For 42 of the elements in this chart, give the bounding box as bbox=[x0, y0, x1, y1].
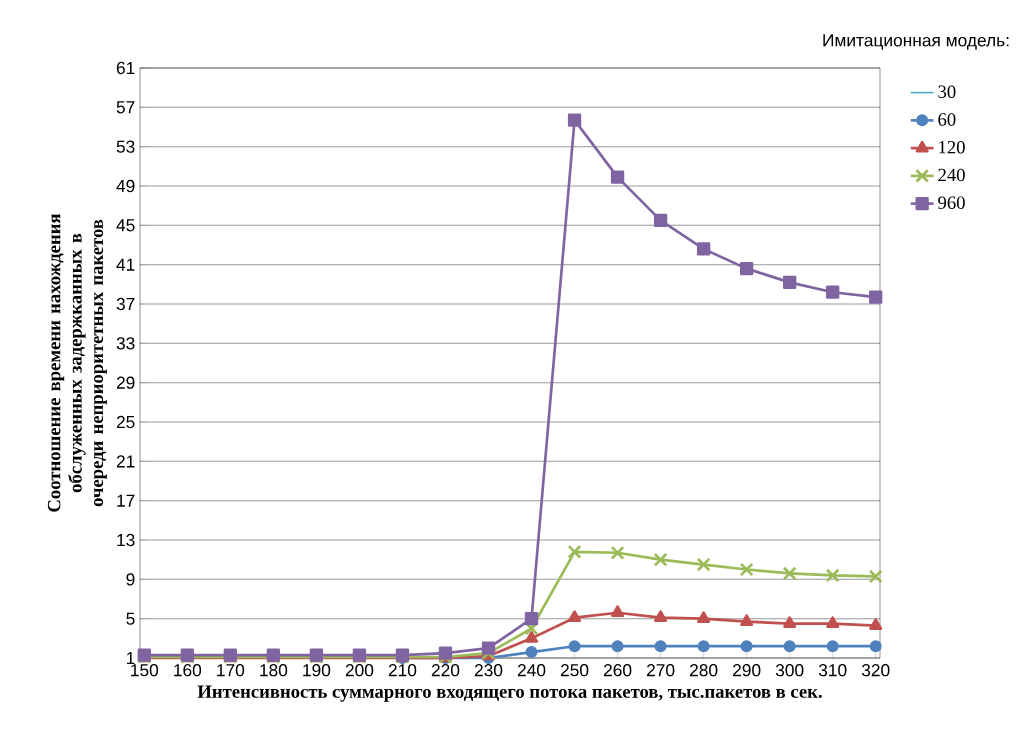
x-tick-label: 170 bbox=[217, 664, 245, 677]
x-tick-label: 300 bbox=[775, 664, 804, 677]
x-tick-label: 160 bbox=[174, 664, 202, 677]
y-tick-label: 57 bbox=[116, 101, 135, 114]
y-tick-label: 5 bbox=[126, 612, 135, 625]
x-tick-label: 220 bbox=[431, 664, 460, 677]
x-tick-label: 240 bbox=[517, 664, 546, 677]
x-tick-label: 320 bbox=[861, 664, 890, 677]
x-tick-label: 200 bbox=[345, 664, 374, 677]
legend-label: 120 bbox=[939, 140, 965, 154]
y-tick-label: 29 bbox=[116, 376, 135, 389]
y-tick-label: 25 bbox=[116, 415, 135, 429]
x-tick-label: 150 bbox=[131, 664, 159, 677]
y-tick-label: 21 bbox=[116, 455, 135, 468]
x-tick-label: 290 bbox=[733, 664, 761, 677]
legend-title: Имитационная модель: bbox=[823, 34, 1009, 50]
x-tick-label: 210 bbox=[388, 664, 417, 677]
y-tick-label: 9 bbox=[126, 573, 135, 586]
y-axis-title: Соотношение времени нахождения обслуженных задержканных в очереди неприоритетных пакетов bbox=[47, 213, 107, 512]
y-tick-label: 13 bbox=[117, 533, 135, 547]
y-tick-label: 45 bbox=[116, 219, 135, 232]
y-tick-label: 37 bbox=[116, 297, 135, 311]
y-tick-label: 1 bbox=[126, 652, 135, 664]
y-tick-label: 49 bbox=[116, 179, 135, 193]
x-tick-label: 280 bbox=[690, 664, 718, 677]
x-tick-label: 180 bbox=[260, 664, 288, 677]
x-tick-label: 260 bbox=[603, 664, 632, 677]
x-tick-label: 250 bbox=[560, 664, 589, 677]
y-tick-label: 41 bbox=[116, 258, 135, 271]
y-tick-label: 17 bbox=[117, 494, 135, 507]
legend-label: 240 bbox=[938, 168, 965, 182]
x-tick-label: 230 bbox=[474, 664, 503, 677]
y-tick-label: 61 bbox=[116, 61, 135, 75]
y-tick-label: 33 bbox=[116, 337, 135, 350]
x-tick-label: 270 bbox=[647, 664, 675, 677]
legend-label: 30 bbox=[938, 85, 956, 99]
y-tick-label: 53 bbox=[116, 140, 135, 153]
x-tick-label: 310 bbox=[818, 664, 847, 677]
legend-label: 960 bbox=[938, 196, 965, 209]
legend-label: 60 bbox=[938, 113, 956, 126]
x-axis-title: Интенсивность суммарного входящего потока пакетов, тыс.пакетов в сек. bbox=[197, 685, 822, 702]
x-tick-label: 190 bbox=[303, 664, 331, 677]
